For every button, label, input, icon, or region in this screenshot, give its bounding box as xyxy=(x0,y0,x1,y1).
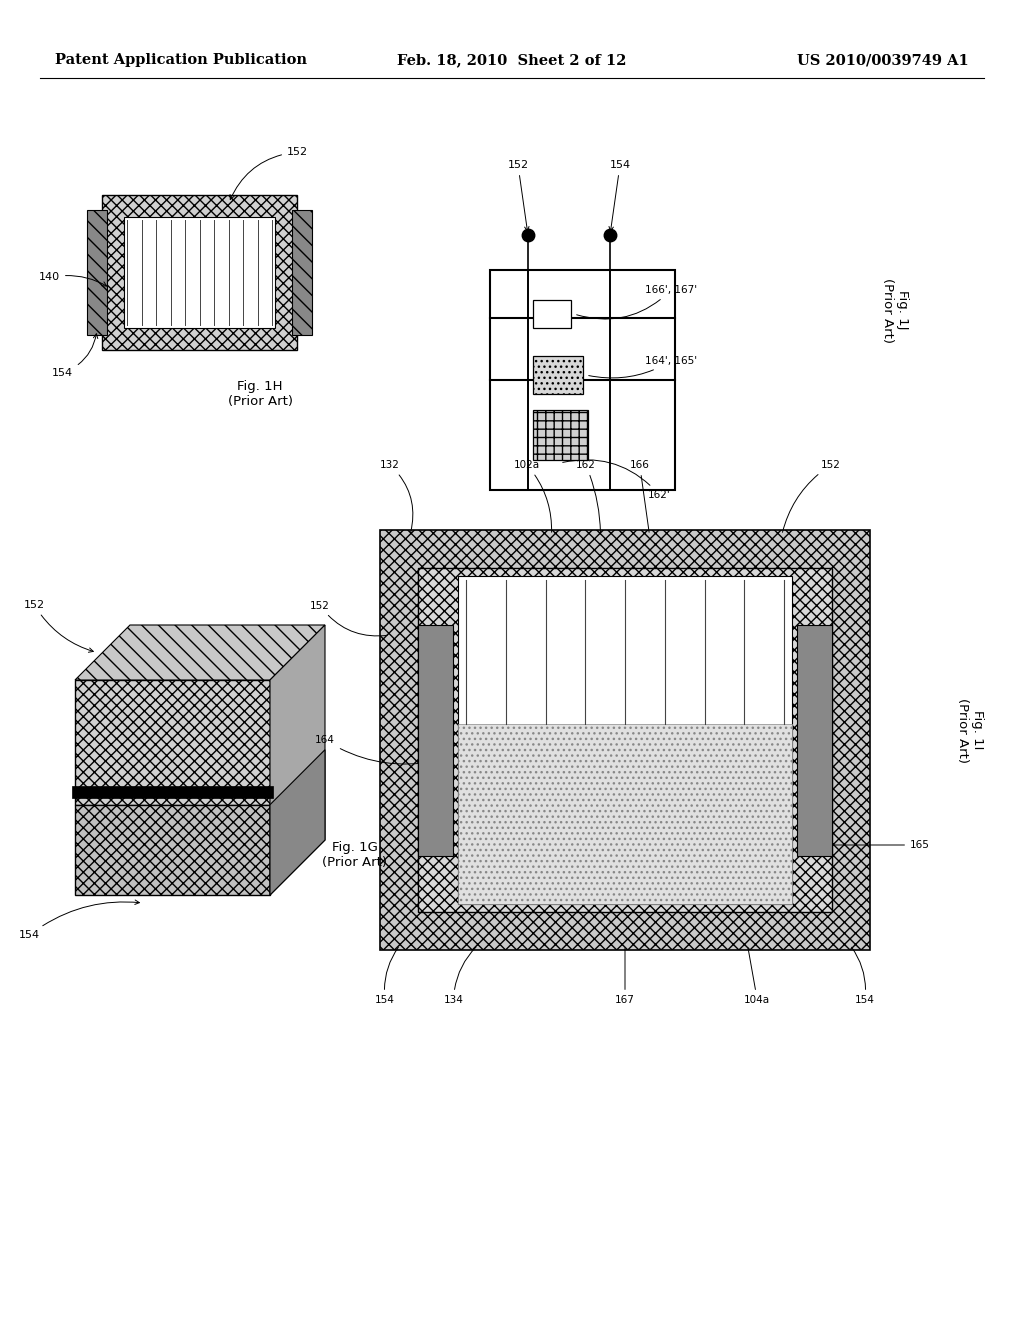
Text: 154: 154 xyxy=(609,160,631,231)
Polygon shape xyxy=(270,624,325,895)
Bar xyxy=(458,723,792,904)
Bar xyxy=(534,300,571,327)
Polygon shape xyxy=(270,750,325,895)
Bar xyxy=(490,271,675,490)
Text: 140: 140 xyxy=(39,272,106,286)
Bar xyxy=(292,210,312,335)
Text: 164', 165': 164', 165' xyxy=(589,356,697,378)
Text: Fig. 1J
(Prior Art): Fig. 1J (Prior Art) xyxy=(881,277,909,342)
Bar xyxy=(458,576,792,904)
Text: 154: 154 xyxy=(375,948,398,1005)
Text: 166', 167': 166', 167' xyxy=(577,285,697,319)
Text: Fig. 1H
(Prior Art): Fig. 1H (Prior Art) xyxy=(227,380,293,408)
Text: 152: 152 xyxy=(230,147,308,199)
Bar xyxy=(124,216,275,327)
Text: Patent Application Publication: Patent Application Publication xyxy=(55,53,307,67)
Text: 134: 134 xyxy=(443,946,476,1005)
Polygon shape xyxy=(75,624,325,680)
Text: 162: 162 xyxy=(575,459,600,532)
Bar xyxy=(797,624,831,855)
Text: 167: 167 xyxy=(615,948,635,1005)
Bar xyxy=(75,680,270,805)
Bar xyxy=(87,210,106,335)
Text: Fig. 1G
(Prior Art): Fig. 1G (Prior Art) xyxy=(323,841,387,869)
Bar xyxy=(534,411,588,459)
Bar xyxy=(418,568,831,912)
Text: 152: 152 xyxy=(782,459,841,532)
Text: 154: 154 xyxy=(18,900,139,940)
Bar xyxy=(102,195,297,350)
Bar xyxy=(534,356,583,393)
Text: 152: 152 xyxy=(508,160,529,231)
Text: 154: 154 xyxy=(52,334,98,378)
Text: Fig. 1I
(Prior Art): Fig. 1I (Prior Art) xyxy=(956,697,984,763)
Text: 165: 165 xyxy=(817,840,930,850)
Text: 152: 152 xyxy=(24,601,93,652)
Text: 102a: 102a xyxy=(514,459,552,532)
Text: 162': 162' xyxy=(563,459,671,500)
Bar xyxy=(418,624,453,855)
Text: US 2010/0039749 A1: US 2010/0039749 A1 xyxy=(798,53,969,67)
Bar xyxy=(75,805,270,895)
Text: 154: 154 xyxy=(852,948,874,1005)
Text: 164: 164 xyxy=(315,735,433,764)
Bar xyxy=(72,785,273,797)
Text: 104a: 104a xyxy=(744,948,770,1005)
Text: 166: 166 xyxy=(630,459,649,532)
Text: Feb. 18, 2010  Sheet 2 of 12: Feb. 18, 2010 Sheet 2 of 12 xyxy=(397,53,627,67)
Text: 152: 152 xyxy=(310,601,387,636)
Text: 132: 132 xyxy=(380,459,413,532)
Bar xyxy=(380,531,870,950)
